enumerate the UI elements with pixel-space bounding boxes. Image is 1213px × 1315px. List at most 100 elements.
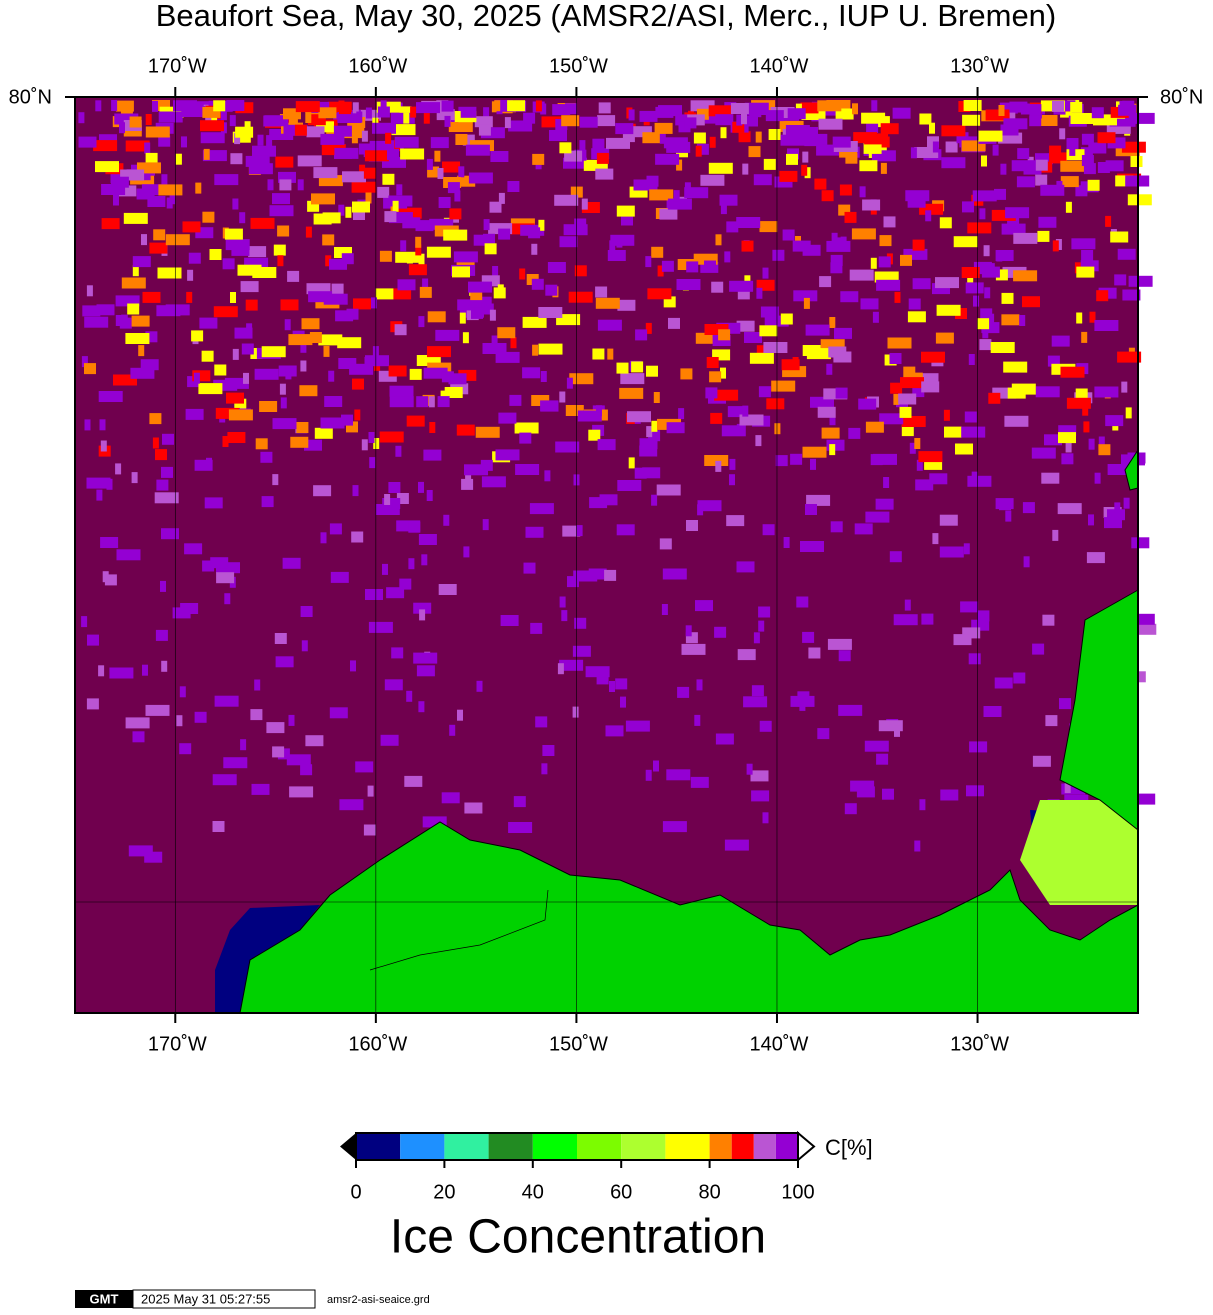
- ice-cell: [248, 246, 267, 258]
- ice-cell: [726, 221, 739, 233]
- ice-cell: [588, 429, 601, 441]
- ice-cell: [184, 543, 203, 555]
- ice-cell: [224, 377, 249, 389]
- ice-cell: [323, 345, 330, 357]
- colorbar-bin: [621, 1133, 666, 1160]
- ice-cell: [201, 350, 214, 362]
- ice-cell: [132, 256, 151, 268]
- ice-cell: [282, 557, 301, 569]
- ice-cell: [832, 136, 851, 148]
- ice-cell: [559, 142, 572, 154]
- ice-cell: [715, 234, 722, 246]
- ice-cell: [661, 260, 674, 272]
- ice-cell: [437, 168, 444, 179]
- ice-cell: [781, 359, 800, 371]
- ice-cell: [963, 543, 970, 555]
- ice-cell: [364, 357, 371, 368]
- ice-cell: [115, 100, 134, 112]
- ice-cell: [127, 303, 140, 315]
- ice-cell: [887, 337, 912, 349]
- ice-cell: [738, 131, 751, 143]
- ice-cell: [628, 109, 635, 121]
- ice-cell: [214, 174, 239, 186]
- ice-cell: [285, 368, 292, 380]
- ice-cell: [894, 291, 901, 303]
- ice-cell: [929, 122, 935, 134]
- colorbar-tick-label: 80: [698, 1181, 720, 1203]
- lat-label: 80˚N: [9, 86, 52, 108]
- ice-cell: [900, 377, 924, 389]
- ice-cell: [662, 568, 687, 580]
- ice-cell: [561, 115, 580, 127]
- ice-cell: [882, 788, 894, 800]
- ice-cell: [158, 184, 183, 196]
- lon-label: 130˚W: [950, 55, 1009, 77]
- ice-cell: [862, 199, 881, 211]
- ice-cell: [646, 365, 658, 377]
- lon-label: 160˚W: [348, 1033, 407, 1055]
- ice-cell: [519, 268, 526, 280]
- ice-cell: [835, 108, 854, 120]
- ice-cell: [697, 500, 722, 512]
- ice-cell: [979, 339, 992, 351]
- ice-cell: [724, 251, 731, 263]
- ice-cell: [966, 785, 984, 797]
- ice-cell: [210, 557, 229, 569]
- ice-cell: [1066, 138, 1079, 149]
- ice-cell: [645, 256, 652, 268]
- ice-cell: [962, 201, 974, 213]
- ice-cell: [294, 124, 307, 136]
- ice-cell: [1057, 503, 1082, 515]
- ice-cell: [416, 355, 441, 366]
- ice-cell: [334, 247, 352, 258]
- ice-cell: [921, 351, 945, 363]
- ice-cell: [365, 589, 383, 600]
- ice-cell: [1130, 156, 1143, 167]
- ice-cell: [328, 370, 335, 382]
- ice-cell: [635, 329, 648, 341]
- ice-cell: [802, 345, 821, 356]
- ice-cell: [1075, 185, 1088, 197]
- ice-cell: [932, 141, 939, 153]
- ice-cell: [675, 114, 688, 126]
- ice-cell: [620, 696, 626, 708]
- ice-cell: [84, 316, 109, 328]
- ice-cell: [625, 720, 650, 732]
- ice-cell: [324, 396, 343, 407]
- ice-cell: [1081, 331, 1088, 343]
- ice-cell: [538, 343, 563, 355]
- ice-cell: [700, 174, 725, 186]
- ice-cell: [528, 227, 541, 239]
- ice-cell: [418, 481, 424, 493]
- ice-cell: [1052, 100, 1064, 112]
- ice-cell: [939, 546, 964, 558]
- ice-cell: [269, 205, 294, 217]
- ice-cell: [705, 387, 718, 399]
- ice-cell: [592, 138, 605, 150]
- ice-cell: [962, 114, 981, 126]
- ice-cell: [999, 499, 1011, 511]
- ice-cell: [329, 258, 347, 270]
- ice-cell: [736, 561, 755, 573]
- ice-cell: [782, 366, 807, 378]
- ice-cell: [429, 218, 454, 230]
- ice-cell: [961, 267, 980, 278]
- ice-cell: [647, 288, 672, 300]
- ice-cell: [301, 318, 320, 330]
- ice-cell: [212, 821, 225, 832]
- ice-cell: [369, 457, 376, 469]
- ice-cell: [299, 385, 318, 397]
- ice-cell: [228, 409, 253, 421]
- ice-cell: [977, 318, 990, 330]
- ice-cell: [400, 148, 425, 160]
- ice-cell: [116, 549, 141, 561]
- ice-cell: [596, 152, 609, 164]
- ice-cell: [138, 345, 145, 357]
- ice-cell: [250, 217, 275, 229]
- ice-cell: [331, 283, 344, 295]
- ice-cell: [844, 803, 857, 815]
- ice-cell: [395, 445, 402, 457]
- ice-cell: [941, 157, 966, 169]
- ice-cell: [821, 427, 840, 439]
- ice-cell: [721, 425, 746, 437]
